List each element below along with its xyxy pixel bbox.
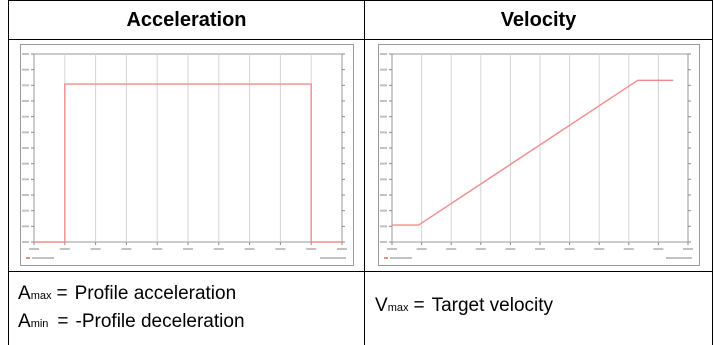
acceleration-chart-xtick-label bbox=[275, 248, 286, 250]
acceleration-chart-xtick-label bbox=[90, 248, 101, 250]
acceleration-chart-xtick-label bbox=[152, 248, 163, 250]
acceleration-chart-ytick-label bbox=[22, 147, 29, 149]
table-border-middle bbox=[8, 271, 713, 272]
header-acceleration: Acceleration bbox=[9, 1, 364, 39]
velocity-chart-ytick-label bbox=[380, 225, 387, 228]
velocity-chart-xtick-label bbox=[623, 248, 634, 250]
velocity-chart-legend-label bbox=[390, 257, 412, 259]
velocity-chart-ytick-label bbox=[380, 53, 387, 55]
acceleration-chart-series-line-0 bbox=[34, 83, 342, 243]
velocity-chart-ytick-label bbox=[380, 84, 387, 87]
velocity-chart-ytick-label bbox=[380, 131, 387, 134]
note-amin-text: -Profile deceleration bbox=[75, 311, 245, 332]
note-amax-equals: = bbox=[56, 283, 68, 304]
acceleration-chart-xtick-label bbox=[59, 248, 70, 250]
velocity-chart-container bbox=[378, 44, 700, 266]
velocity-chart-xtick-label bbox=[505, 248, 516, 250]
velocity-chart-xtick-label bbox=[446, 248, 457, 250]
velocity-chart-xtick-label bbox=[416, 248, 427, 250]
velocity-chart-ytick-label bbox=[380, 178, 387, 181]
acceleration-chart-ytick-label bbox=[22, 131, 29, 134]
acceleration-chart-ytick-label bbox=[22, 194, 29, 196]
velocity-chart-ytick-label bbox=[380, 100, 387, 102]
note-amin-symbol: A bbox=[18, 311, 31, 332]
table-border-header bbox=[8, 39, 713, 40]
velocity-chart-xtick-label bbox=[535, 248, 545, 250]
note-amax-symbol: A bbox=[18, 283, 31, 304]
acceleration-chart-legend-label bbox=[32, 257, 54, 259]
note-amax-text: Profile acceleration bbox=[74, 283, 237, 304]
table-border-right bbox=[712, 0, 713, 345]
acceleration-chart-ytick-label bbox=[22, 162, 29, 165]
acceleration-chart-ytick-label bbox=[22, 225, 29, 228]
acceleration-chart-xtick-label bbox=[183, 248, 193, 250]
velocity-chart-ytick-label bbox=[380, 241, 387, 243]
acceleration-chart-xtick-label bbox=[121, 248, 132, 250]
note-amax-subscript: max bbox=[30, 290, 52, 302]
velocity-chart-ytick-label bbox=[380, 147, 387, 149]
note-vmax-text: Target velocity bbox=[431, 295, 554, 316]
note-amin-subscript: min bbox=[30, 318, 49, 330]
note-amin-equals: = bbox=[57, 311, 69, 332]
velocity-chart-xtick-label bbox=[683, 248, 693, 250]
acceleration-chart-ytick-label bbox=[22, 100, 29, 102]
velocity-chart-xtick-label bbox=[564, 248, 575, 250]
table-border-left bbox=[8, 0, 9, 345]
velocity-chart-xtick-label bbox=[653, 248, 664, 250]
acceleration-chart-axis-caption bbox=[320, 257, 346, 259]
header-velocity: Velocity bbox=[365, 1, 712, 39]
acceleration-chart-ytick-label bbox=[22, 84, 29, 87]
velocity-chart-ytick-label bbox=[380, 68, 387, 71]
velocity-chart-legend-swatch bbox=[384, 257, 388, 259]
acceleration-chart-ytick-label bbox=[22, 178, 29, 181]
acceleration-chart-container bbox=[20, 44, 354, 266]
acceleration-chart-xtick-label bbox=[306, 248, 317, 250]
velocity-chart-axis-caption bbox=[666, 257, 692, 259]
note-vmax-subscript: max bbox=[387, 302, 409, 314]
table-border-center bbox=[364, 0, 365, 345]
velocity-chart-ytick-label bbox=[380, 209, 387, 212]
velocity-chart-xtick-label bbox=[387, 248, 397, 250]
acceleration-chart-legend-swatch bbox=[26, 257, 30, 259]
velocity-chart-xtick-label bbox=[594, 248, 605, 250]
note-vmax-equals: = bbox=[413, 295, 425, 316]
acceleration-chart-ytick-label bbox=[22, 241, 29, 243]
acceleration-chart-xtick-label bbox=[337, 248, 347, 250]
acceleration-chart-ytick-label bbox=[22, 115, 29, 118]
velocity-chart-ytick-label bbox=[380, 194, 387, 196]
acceleration-chart-ytick-label bbox=[22, 68, 29, 71]
acceleration-chart bbox=[20, 44, 354, 266]
acceleration-chart-xtick-label bbox=[213, 248, 224, 250]
velocity-chart bbox=[378, 44, 700, 266]
velocity-chart-xtick-label bbox=[475, 248, 486, 250]
note-vmax-symbol: V bbox=[375, 295, 388, 316]
velocity-chart-series-line-0 bbox=[392, 79, 674, 226]
acceleration-chart-xtick-label bbox=[29, 248, 39, 250]
acceleration-chart-ytick-label bbox=[22, 209, 29, 212]
velocity-chart-ytick-label bbox=[380, 162, 387, 165]
table-border-top bbox=[8, 0, 713, 1]
velocity-chart-ytick-label bbox=[380, 115, 387, 118]
acceleration-chart-xtick-label bbox=[244, 248, 255, 250]
acceleration-chart-ytick-label bbox=[22, 53, 29, 55]
